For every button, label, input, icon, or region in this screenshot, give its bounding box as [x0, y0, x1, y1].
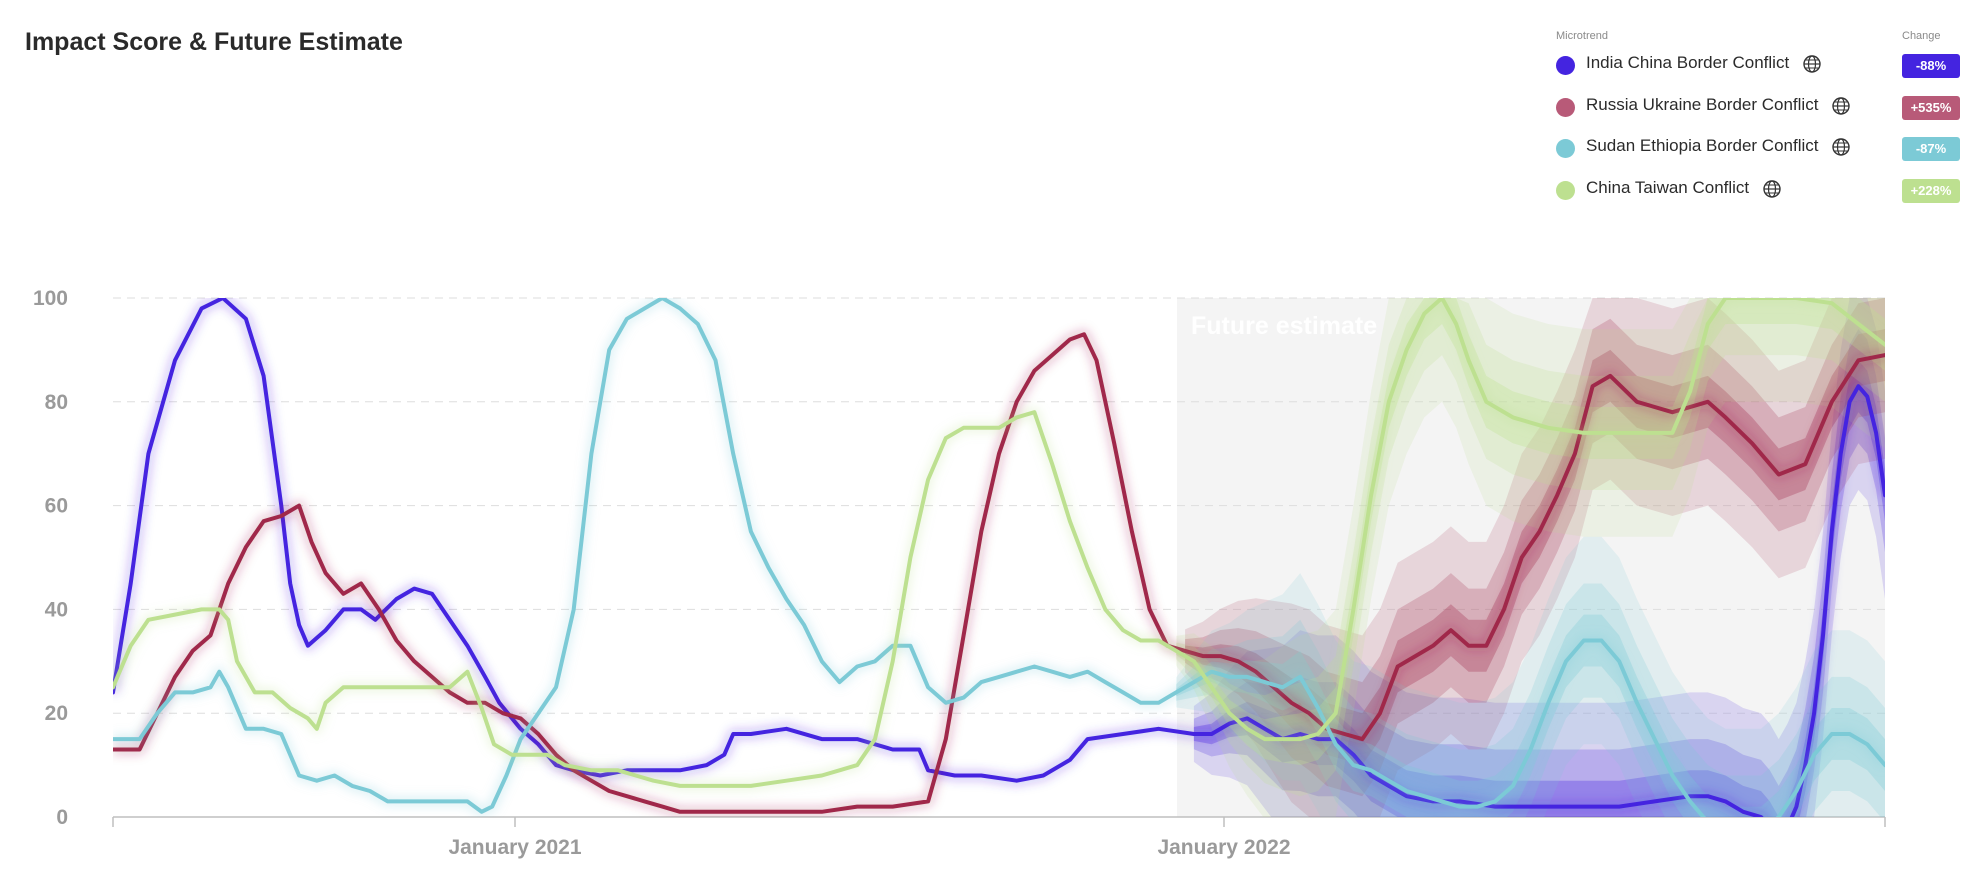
legend-microtrend-header: Microtrend [1556, 30, 1608, 42]
legend-label-text: India China Border Conflict [1586, 53, 1790, 72]
x-tick-label: January 2022 [1157, 836, 1290, 859]
y-tick-label: 40 [45, 598, 68, 621]
series-line [113, 298, 1885, 788]
y-tick-label: 20 [45, 702, 68, 725]
plot-area [113, 298, 1885, 817]
chart-title: Impact Score & Future Estimate [25, 28, 403, 56]
series-line [113, 298, 1885, 817]
legend-item-russia-ukraine[interactable]: Russia Ukraine Border Conflict +535% [1556, 92, 1976, 120]
legend-label-text: Sudan Ethiopia Border Conflict [1586, 136, 1819, 155]
legend-label: Sudan Ethiopia Border Conflict [1586, 136, 1851, 157]
legend-label: India China Border Conflict [1586, 53, 1822, 74]
legend-change-header: Change [1902, 30, 1941, 42]
forecast-band [1185, 298, 1885, 797]
forecast-band [1176, 298, 1885, 797]
x-tick-label: January 2021 [448, 836, 581, 859]
legend-label-text: China Taiwan Conflict [1586, 178, 1750, 197]
legend-item-sudan-ethiopia[interactable]: Sudan Ethiopia Border Conflict -87% [1556, 133, 1976, 161]
legend-item-india-china[interactable]: India China Border Conflict -88% [1556, 50, 1976, 78]
change-badge: -88% [1902, 54, 1960, 78]
y-tick-label: 0 [56, 806, 68, 829]
forecast-band [1193, 329, 1885, 817]
change-badge: -87% [1902, 137, 1960, 161]
legend-dot [1556, 181, 1575, 200]
forecast-band [1176, 298, 1885, 817]
forecast-band [1185, 298, 1885, 817]
y-tick-label: 60 [45, 495, 68, 518]
change-badge: +535% [1902, 96, 1960, 120]
globe-icon[interactable] [1802, 54, 1822, 74]
globe-icon[interactable] [1831, 96, 1851, 116]
legend-dot [1556, 56, 1575, 75]
globe-icon[interactable] [1762, 179, 1782, 199]
series-line [113, 298, 1885, 817]
y-tick-label: 80 [45, 391, 68, 414]
future-estimate-label: Future estimate [1191, 312, 1377, 340]
legend-dot [1556, 139, 1575, 158]
forecast-band [1185, 329, 1885, 766]
globe-icon[interactable] [1831, 137, 1851, 157]
legend-label-text: Russia Ukraine Border Conflict [1586, 95, 1819, 114]
forecast-band [1176, 536, 1885, 817]
legend-dot [1556, 98, 1575, 117]
change-badge: +228% [1902, 179, 1960, 203]
legend-label: China Taiwan Conflict [1586, 178, 1782, 199]
y-tick-label: 100 [33, 287, 68, 310]
legend-item-china-taiwan[interactable]: China Taiwan Conflict +228% [1556, 175, 1976, 203]
forecast-band [1193, 298, 1885, 817]
legend-label: Russia Ukraine Border Conflict [1586, 95, 1851, 116]
